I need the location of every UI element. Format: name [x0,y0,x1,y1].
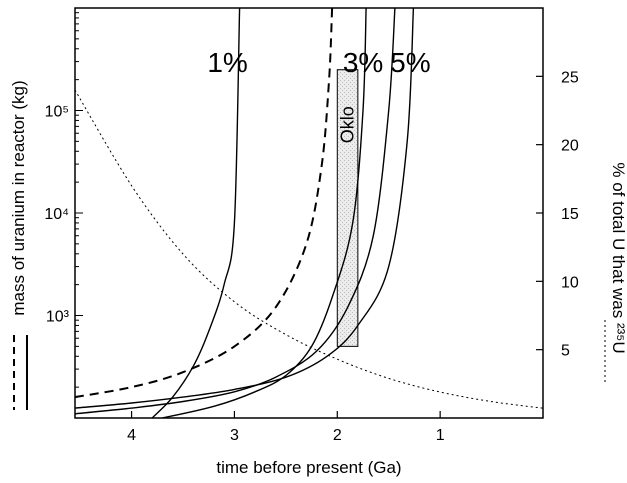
x-tick-label: 2 [333,427,342,444]
series-line-2-dashed [75,8,334,399]
x-tick-label: 1 [436,427,445,444]
curve-label: 3% [343,47,383,78]
series-line-3-solid [162,8,367,418]
y-right-tick-label: 25 [561,69,579,86]
curve-label: 5% [390,47,430,78]
ticks-group: 4 3 2 1 10³ 10⁴ 10⁵ 5 10 15 20 25 [44,12,579,444]
y-axis-right-title: % of total U that was ²³⁵U [609,162,627,353]
plot-frame [74,7,544,419]
y-right-tick-label: 15 [561,206,579,223]
series-line-1-solid [151,8,241,418]
curve-labels-group: 1% 3% 5% [207,47,430,78]
x-tick-label: 3 [230,427,239,444]
series-group [75,8,543,418]
oklo-box [336,69,359,347]
y-axis-left-title: mass of uranium in reactor (kg) [9,80,28,315]
x-tick-label: 4 [127,427,136,444]
x-axis-title: time before present (Ga) [216,458,401,477]
y-left-tick-label: 10³ [46,309,70,326]
y-left-tick-label: 10⁴ [44,206,69,223]
y-right-tick-label: 5 [561,343,570,360]
oklo-annotation: Oklo [336,69,359,347]
curve-label: 1% [207,47,247,78]
series-line-4-solid [75,8,396,415]
series-line-5-solid [75,8,415,409]
y-right-tick-label: 10 [561,274,579,291]
y-right-tick-label: 20 [561,138,579,155]
series-line-6-dotted [75,89,543,409]
y-left-tick-label: 10⁵ [45,104,69,121]
oklo-label: Oklo [338,106,358,143]
